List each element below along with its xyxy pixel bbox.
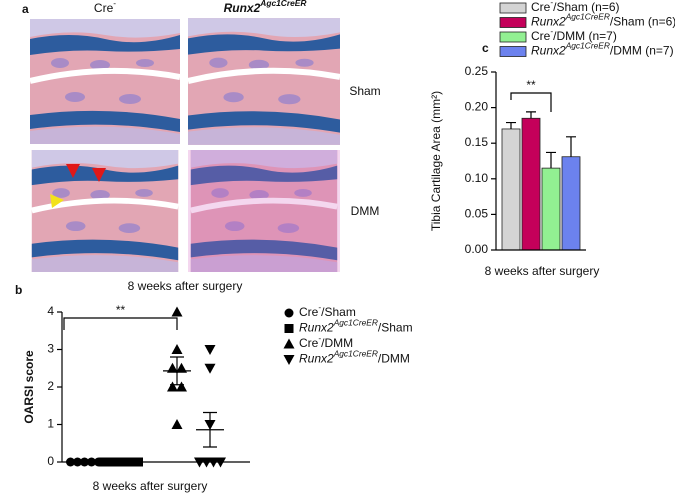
error-bar bbox=[170, 356, 184, 386]
legend-label: Cre-/DMM (n=7) bbox=[531, 26, 617, 43]
error-bar bbox=[566, 136, 576, 157]
data-point bbox=[167, 362, 178, 373]
error-bar bbox=[203, 411, 217, 448]
data-point bbox=[208, 457, 219, 468]
data-point bbox=[284, 324, 294, 333]
y-tick-label: 1 bbox=[47, 417, 54, 431]
y-tick-label: 0 bbox=[47, 454, 54, 468]
legend-label: Cre-/Sham bbox=[299, 302, 356, 319]
error-bar bbox=[526, 111, 536, 119]
legend-label: Runx2Agc1CreER/Sham (n=6) bbox=[531, 12, 675, 29]
data-point bbox=[283, 338, 295, 349]
significance-label: ** bbox=[116, 303, 126, 317]
data-point bbox=[134, 457, 143, 467]
data-point bbox=[176, 362, 187, 373]
data-point bbox=[284, 308, 294, 318]
stain-overlay bbox=[188, 150, 340, 272]
data-point bbox=[194, 457, 205, 468]
y-tick-label: 0.05 bbox=[465, 207, 489, 221]
data-point bbox=[201, 457, 212, 468]
y-tick-label: 2 bbox=[47, 379, 54, 393]
y-axis-label: Tibia Cartilage Area (mm²) bbox=[429, 91, 443, 231]
y-tick-label: 0.15 bbox=[465, 135, 489, 149]
legend-swatch bbox=[499, 31, 527, 43]
x-tick-label: 8 weeks after surgery bbox=[485, 264, 600, 278]
y-tick-label: 4 bbox=[47, 304, 54, 318]
panel-label: b bbox=[15, 283, 22, 297]
column-header: Cre- bbox=[94, 0, 116, 15]
bar bbox=[501, 128, 521, 251]
data-point bbox=[283, 355, 295, 365]
data-point bbox=[204, 345, 216, 355]
arrowhead bbox=[66, 164, 80, 178]
data-point bbox=[99, 457, 108, 467]
arrowhead bbox=[92, 168, 106, 182]
column-header: Runx2Agc1CreER bbox=[224, 0, 307, 15]
row-label: DMM bbox=[351, 204, 380, 218]
x-axis-label: 8 weeks after surgery bbox=[93, 479, 208, 493]
significance-bracket bbox=[63, 317, 178, 330]
arrowhead bbox=[50, 194, 64, 208]
panel-label: c bbox=[482, 41, 489, 55]
y-tick-label: 3 bbox=[47, 342, 54, 356]
data-point bbox=[66, 457, 75, 467]
data-point bbox=[167, 381, 178, 392]
data-point bbox=[171, 419, 183, 429]
legend-swatch bbox=[499, 17, 527, 28]
bar bbox=[541, 167, 561, 251]
y-tick-label: 0.10 bbox=[465, 171, 489, 185]
bar bbox=[561, 156, 581, 251]
error-bar bbox=[546, 151, 556, 169]
legend-label: Cre-/DMM bbox=[299, 333, 353, 350]
significance-bracket bbox=[510, 92, 552, 112]
y-tick-label: 0.25 bbox=[465, 64, 489, 78]
y-tick-label: 0.20 bbox=[465, 100, 489, 114]
caption: 8 weeks after surgery bbox=[128, 279, 243, 293]
legend-label: Cre-/Sham (n=6) bbox=[531, 0, 620, 14]
y-tick-label: 0.00 bbox=[465, 242, 489, 256]
data-point bbox=[204, 363, 216, 374]
histology-image bbox=[30, 19, 180, 144]
error-bar bbox=[506, 121, 516, 129]
data-point bbox=[176, 381, 187, 392]
data-point bbox=[215, 457, 226, 468]
legend-label: Runx2Agc1CreER/DMM (n=7) bbox=[531, 41, 674, 58]
panel-label: a bbox=[22, 2, 29, 16]
legend-label: Runx2Agc1CreER/Sham bbox=[299, 318, 413, 335]
legend-swatch bbox=[499, 46, 527, 57]
legend-swatch bbox=[499, 2, 527, 14]
bar bbox=[521, 117, 541, 251]
data-point bbox=[171, 344, 183, 354]
y-axis-label: OARSI score bbox=[22, 350, 36, 424]
legend-label: Runx2Agc1CreER/DMM bbox=[299, 349, 410, 366]
data-point bbox=[171, 306, 183, 317]
significance-label: ** bbox=[526, 78, 536, 92]
row-label: Sham bbox=[349, 84, 380, 98]
histology-image bbox=[188, 18, 340, 145]
